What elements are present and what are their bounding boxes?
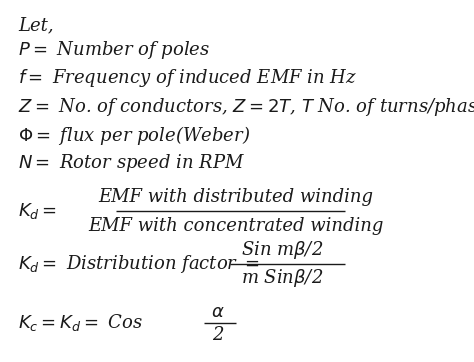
Text: $\alpha$: $\alpha$ — [211, 303, 225, 321]
Text: m Sin$\beta$/2: m Sin$\beta$/2 — [241, 267, 324, 289]
Text: $K_c = K_d = $ Cos: $K_c = K_d = $ Cos — [18, 312, 143, 333]
Text: $P = $ Number of poles: $P = $ Number of poles — [18, 39, 210, 61]
Text: $K_d = $: $K_d = $ — [18, 201, 57, 221]
Text: $K_d = $ Distribution factor $=$: $K_d = $ Distribution factor $=$ — [18, 253, 260, 275]
Text: EMF with distributed winding: EMF with distributed winding — [98, 188, 373, 206]
Text: $f = $ Frequency of induced EMF in Hz: $f = $ Frequency of induced EMF in Hz — [18, 67, 357, 89]
Text: Let,: Let, — [18, 16, 54, 34]
Text: $\Phi = $ flux per pole(Weber): $\Phi = $ flux per pole(Weber) — [18, 123, 250, 147]
Text: $Z = $ No. of conductors, $Z = 2T$, $T$ No. of turns/phase: $Z = $ No. of conductors, $Z = 2T$, $T$ … — [18, 96, 474, 118]
Text: 2: 2 — [212, 326, 224, 344]
Text: Sin m$\beta$/2: Sin m$\beta$/2 — [241, 239, 324, 261]
Text: EMF with concentrated winding: EMF with concentrated winding — [88, 217, 383, 235]
Text: $N = $ Rotor speed in RPM: $N = $ Rotor speed in RPM — [18, 152, 245, 174]
